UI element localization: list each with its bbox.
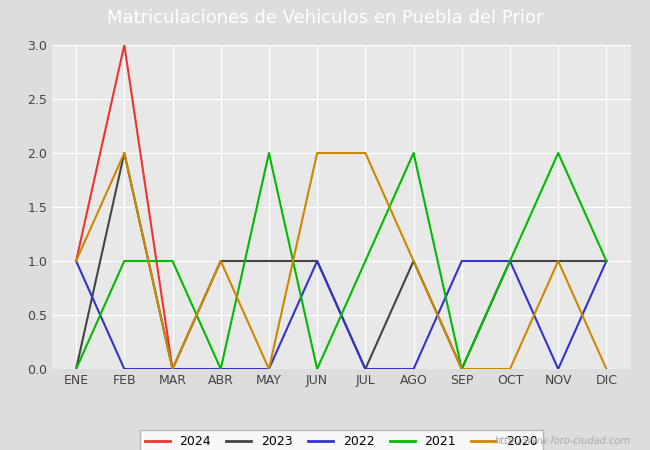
2020 <box>72 258 80 264</box>
Line: 2024: 2024 <box>76 45 172 369</box>
2020 <box>506 366 514 372</box>
2020 <box>168 366 176 372</box>
2022 <box>410 366 417 372</box>
2022 <box>603 258 610 264</box>
2020 <box>313 150 321 156</box>
2022 <box>458 258 465 264</box>
2022 <box>72 258 80 264</box>
2020 <box>217 258 225 264</box>
2022 <box>168 366 176 372</box>
2021 <box>458 366 465 372</box>
2022 <box>217 366 225 372</box>
2023 <box>361 366 369 372</box>
2021 <box>603 258 610 264</box>
2023 <box>458 366 465 372</box>
2022 <box>120 366 128 372</box>
2023 <box>603 258 610 264</box>
2023 <box>120 150 128 156</box>
2024 <box>458 366 465 372</box>
Legend: 2024, 2023, 2022, 2021, 2020: 2024, 2023, 2022, 2021, 2020 <box>140 431 543 450</box>
2021 <box>361 258 369 264</box>
2020 <box>603 366 610 372</box>
2020 <box>458 366 465 372</box>
2021 <box>217 366 225 372</box>
2021 <box>168 258 176 264</box>
2023 <box>168 366 176 372</box>
2023 <box>506 258 514 264</box>
2020 <box>410 258 417 264</box>
2020 <box>120 150 128 156</box>
2023 <box>554 258 562 264</box>
2023 <box>217 258 225 264</box>
Text: Matriculaciones de Vehiculos en Puebla del Prior: Matriculaciones de Vehiculos en Puebla d… <box>107 9 543 27</box>
2024 <box>313 366 321 372</box>
Line: 2021: 2021 <box>76 153 606 369</box>
2021 <box>506 258 514 264</box>
2024 <box>168 366 176 372</box>
2023 <box>313 258 321 264</box>
2022 <box>506 258 514 264</box>
2020 <box>361 150 369 156</box>
2020 <box>265 366 273 372</box>
2022 <box>313 258 321 264</box>
2024 <box>506 366 514 372</box>
2021 <box>120 258 128 264</box>
2023 <box>410 258 417 264</box>
2023 <box>265 258 273 264</box>
2024 <box>217 366 225 372</box>
2022 <box>361 366 369 372</box>
2021 <box>554 150 562 156</box>
Line: 2023: 2023 <box>76 153 606 369</box>
2021 <box>265 150 273 156</box>
Line: 2022: 2022 <box>76 261 606 369</box>
2024 <box>554 366 562 372</box>
2020 <box>554 258 562 264</box>
2023 <box>72 366 80 372</box>
2021 <box>313 366 321 372</box>
2024 <box>603 366 610 372</box>
Line: 2020: 2020 <box>76 153 606 369</box>
2024 <box>361 366 369 372</box>
2024 <box>265 366 273 372</box>
2022 <box>554 366 562 372</box>
2021 <box>410 150 417 156</box>
2021 <box>72 366 80 372</box>
2024 <box>410 366 417 372</box>
2024 <box>72 258 80 264</box>
Text: http://www.foro-ciudad.com: http://www.foro-ciudad.com <box>495 436 630 446</box>
2024 <box>120 42 128 48</box>
2022 <box>265 366 273 372</box>
